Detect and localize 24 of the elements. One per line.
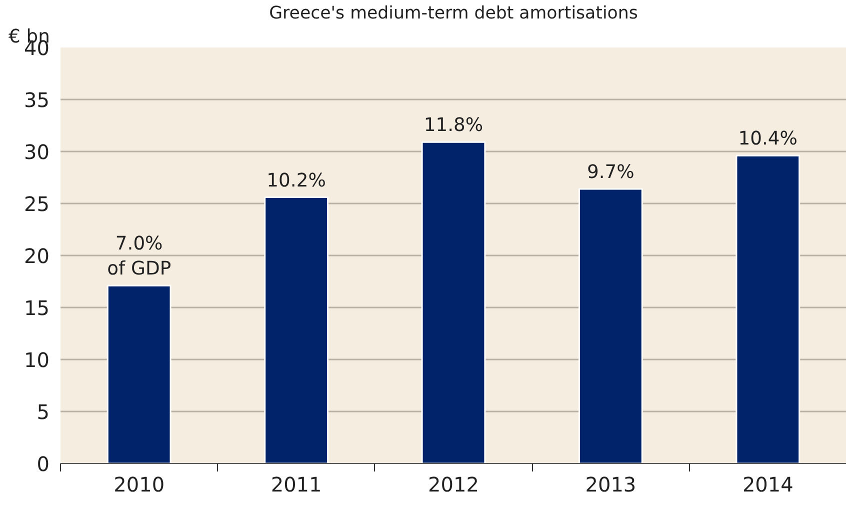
bar <box>421 141 486 464</box>
y-tick-label: 5 <box>36 400 50 424</box>
annotation: 10.4% <box>738 128 798 150</box>
annotation: 7.0% of GDP <box>107 233 172 280</box>
x-tick-label: 2013 <box>585 472 636 496</box>
bar <box>106 284 172 464</box>
y-tick-label: 35 <box>24 88 50 112</box>
bar <box>736 154 800 464</box>
annotation: 9.7% <box>587 162 634 183</box>
bar <box>578 188 643 464</box>
chart-title: Greece's medium-term debt amortisations <box>269 4 638 24</box>
x-tick-label: 2014 <box>742 472 794 496</box>
x-tick-label: 2010 <box>114 472 165 496</box>
x-tick-label: 2012 <box>428 472 479 496</box>
y-tick-label: 0 <box>36 452 50 476</box>
y-tick-label: 25 <box>24 192 50 216</box>
x-tick-label: 2011 <box>270 472 322 496</box>
annotation: 11.8% <box>424 115 484 136</box>
annotation: 10.2% <box>266 170 326 192</box>
y-tick-label: 20 <box>24 244 50 268</box>
bar <box>264 196 328 464</box>
y-tick-label: 10 <box>24 348 50 372</box>
y-tick-label: 30 <box>24 140 50 164</box>
y-tick-label: 15 <box>24 296 50 320</box>
